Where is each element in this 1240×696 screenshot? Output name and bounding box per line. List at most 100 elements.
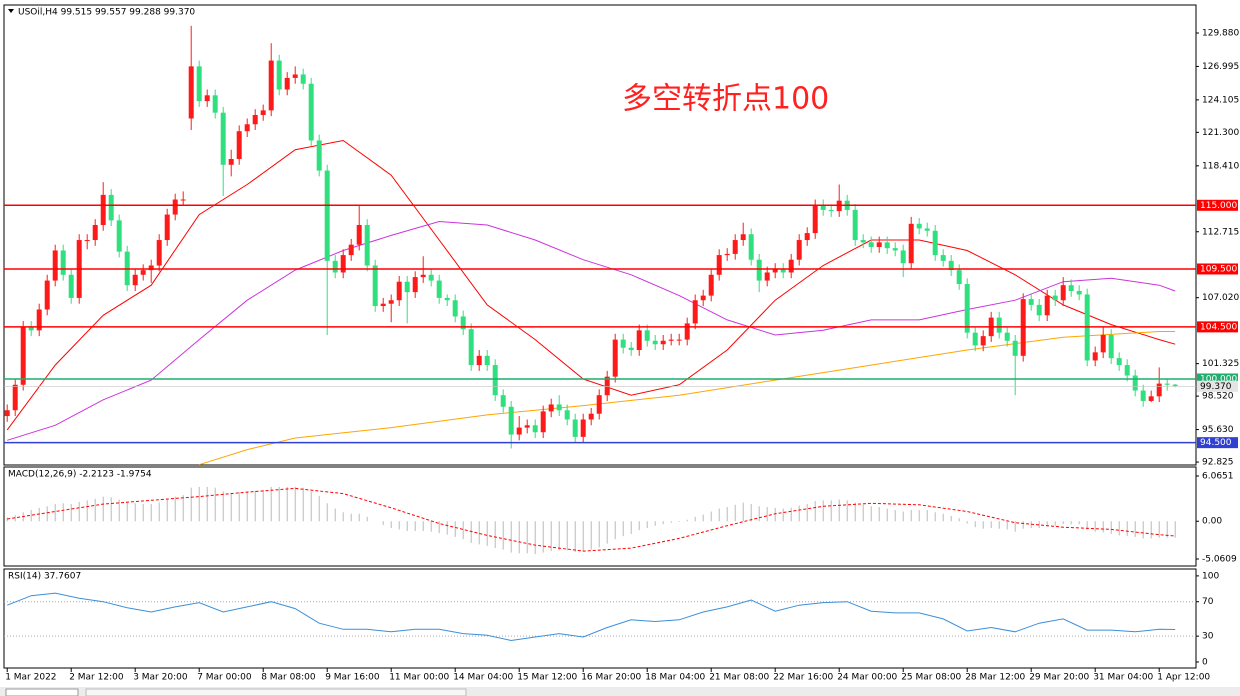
- candle-body: [4, 410, 10, 417]
- panel-title: RSI(14) 37.7607: [8, 572, 81, 582]
- y-tick-label: 98.520: [1202, 392, 1234, 402]
- x-tick-label: 11 Mar 00:00: [389, 673, 449, 683]
- y-tick-label: 70: [1202, 597, 1214, 607]
- candle-body: [868, 242, 874, 247]
- candle-body: [708, 274, 714, 296]
- candle-body: [364, 224, 370, 266]
- x-tick-label: 21 Mar 08:00: [709, 673, 769, 683]
- candle-body: [492, 365, 498, 396]
- level-label-box: [1197, 437, 1238, 449]
- x-tick-label: 18 Mar 04:00: [645, 673, 705, 683]
- y-tick-label: 0.00: [1202, 517, 1222, 527]
- candle-body: [964, 284, 970, 333]
- y-tick-label: 118.410: [1202, 161, 1239, 171]
- panel-frame: [3, 466, 1197, 567]
- candle-body: [60, 250, 66, 275]
- candle-body: [996, 317, 1002, 333]
- candle-body: [84, 240, 90, 242]
- candle-body: [132, 274, 138, 286]
- candle-body: [1124, 365, 1130, 376]
- y-tick-label: 124.105: [1202, 95, 1239, 105]
- candle-body: [268, 60, 274, 111]
- candle-body: [684, 323, 690, 340]
- candle-body: [780, 268, 786, 273]
- candle-body: [388, 300, 394, 304]
- candle-body: [460, 316, 466, 330]
- candle-body: [564, 410, 570, 420]
- y-tick-label: 129.880: [1202, 29, 1239, 39]
- price-label: 99.370: [1200, 382, 1232, 392]
- candle-body: [20, 326, 26, 385]
- candle-body: [92, 224, 98, 241]
- candle-body: [1116, 358, 1122, 366]
- y-tick-label: 121.300: [1202, 128, 1239, 138]
- candle-body: [692, 300, 698, 324]
- y-tick-label: 126.995: [1202, 62, 1239, 72]
- candle-body: [220, 112, 226, 165]
- x-tick-label: 25 Mar 08:00: [901, 673, 961, 683]
- x-tick-label: 9 Mar 16:00: [325, 673, 380, 683]
- candle-body: [644, 330, 650, 341]
- candle-body: [420, 274, 426, 278]
- candle-body: [1156, 383, 1162, 397]
- candle-body: [1036, 304, 1042, 316]
- tab-strip: [0, 687, 1240, 696]
- tab[interactable]: [85, 688, 467, 696]
- candle-body: [476, 355, 482, 366]
- candle-body: [764, 272, 770, 281]
- panel-frame: [3, 4, 1197, 466]
- y-tick-label: 100: [1202, 571, 1219, 581]
- candle-body: [204, 95, 210, 102]
- x-tick-label: 31 Mar 04:00: [1093, 673, 1153, 683]
- candle-body: [1012, 340, 1018, 356]
- candle-body: [1140, 390, 1146, 401]
- x-tick-label: 14 Mar 04:00: [453, 673, 513, 683]
- x-tick-label: 29 Mar 20:00: [1029, 673, 1089, 683]
- x-tick-label: 22 Mar 16:00: [773, 673, 833, 683]
- x-tick-label: 16 Mar 20:00: [581, 673, 641, 683]
- collapse-icon[interactable]: [8, 9, 14, 13]
- candle-body: [324, 170, 330, 261]
- y-tick-label: 30: [1202, 632, 1214, 642]
- candle-body: [572, 419, 578, 437]
- candle-body: [372, 265, 378, 307]
- x-tick-label: 15 Mar 12:00: [517, 673, 577, 683]
- candle-body: [852, 209, 858, 241]
- candle-body: [628, 347, 634, 351]
- candle-body: [428, 274, 434, 281]
- candle-body: [948, 260, 954, 271]
- level-label-box: [1197, 199, 1238, 211]
- candle-body: [596, 395, 602, 414]
- candle-body: [1092, 352, 1098, 361]
- candle-body: [28, 326, 34, 331]
- candle-body: [1076, 290, 1082, 295]
- candle-body: [300, 74, 306, 84]
- candle-body: [940, 255, 946, 261]
- candle-body: [332, 260, 338, 273]
- x-tick-label: 7 Mar 00:00: [197, 673, 252, 683]
- panel-title: USOil,H4 99.515 99.557 99.288 99.370: [18, 8, 195, 18]
- candle-body: [68, 274, 74, 298]
- candle-body: [44, 280, 50, 310]
- candle-body: [668, 339, 674, 341]
- level-label: 104.500: [1200, 322, 1237, 332]
- candle-body: [212, 95, 218, 113]
- candle-body: [172, 199, 178, 215]
- candle-body: [748, 234, 754, 260]
- tab[interactable]: [5, 688, 79, 696]
- candle-body: [1028, 299, 1034, 305]
- candle-body: [260, 110, 266, 115]
- candle-body: [340, 255, 346, 273]
- level-label: 94.500: [1200, 438, 1232, 448]
- candle-body: [236, 131, 242, 159]
- candle-body: [532, 425, 538, 433]
- y-tick-label: 112.715: [1202, 227, 1239, 237]
- candle-body: [636, 330, 642, 351]
- candle-body: [404, 281, 410, 293]
- candle-body: [612, 339, 618, 377]
- x-tick-label: 28 Mar 12:00: [965, 673, 1025, 683]
- candle-body: [908, 223, 914, 264]
- candle-body: [52, 250, 58, 281]
